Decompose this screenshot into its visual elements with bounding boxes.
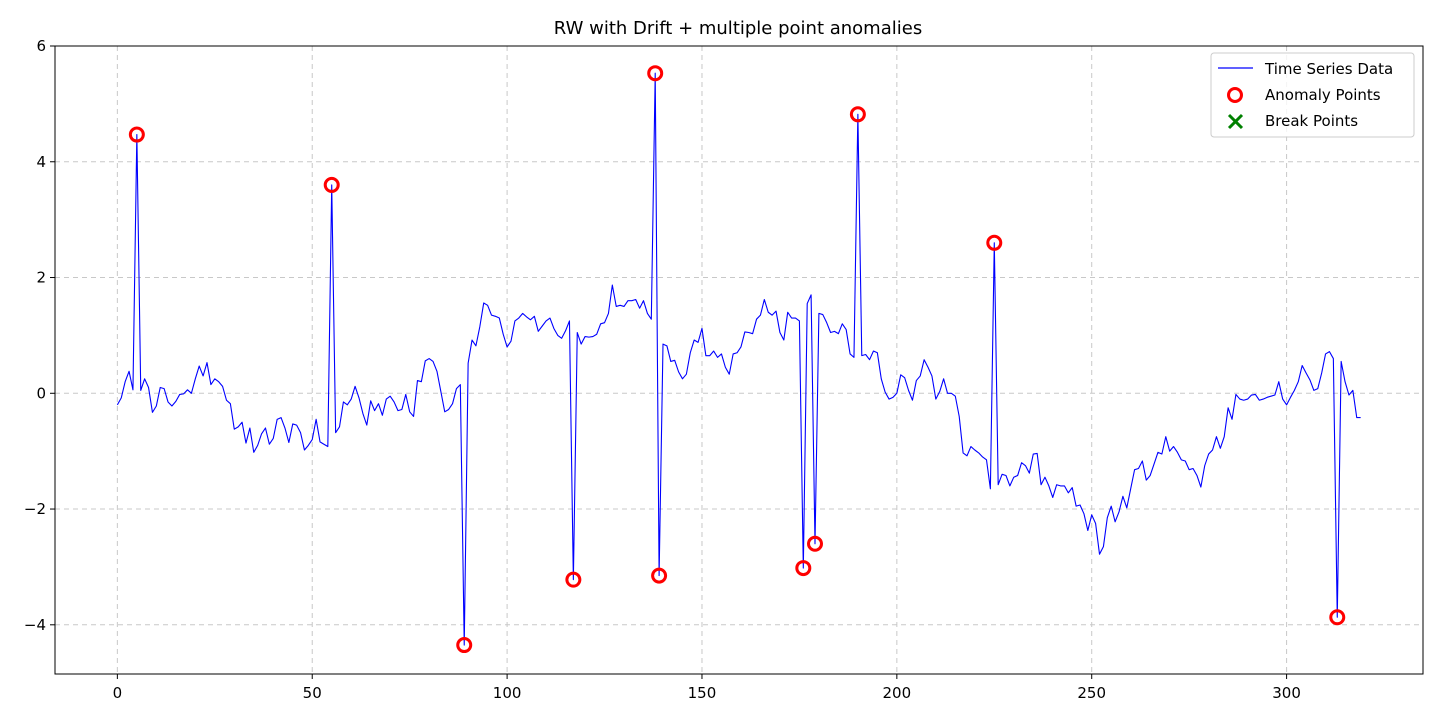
- x-axis: 0 50 100 150 200 250 300: [113, 674, 1301, 702]
- legend: Time Series Data Anomaly Points Break Po…: [1210, 52, 1415, 138]
- x-tick-label: 50: [303, 684, 322, 702]
- x-tick-label: 300: [1272, 684, 1301, 702]
- x-tick-label: 100: [493, 684, 522, 702]
- plot-area: [116, 65, 1361, 654]
- y-tick-label: 4: [36, 153, 46, 171]
- legend-frame: [1210, 52, 1415, 138]
- y-tick-label: 2: [36, 269, 46, 287]
- anomaly-point-marker: [807, 535, 823, 552]
- legend-label-anomaly-points: Anomaly Points: [1265, 86, 1381, 104]
- legend-label-time-series: Time Series Data: [1264, 60, 1393, 78]
- y-tick-label: −2: [24, 500, 46, 518]
- x-tick-label: 250: [1077, 684, 1106, 702]
- x-tick-label: 200: [883, 684, 912, 702]
- anomaly-point-marker: [849, 106, 866, 123]
- anomaly-point-marker: [323, 176, 340, 193]
- chart-title: RW with Drift + multiple point anomalies: [554, 18, 922, 39]
- y-axis: −4 −2 0 2 4 6: [24, 37, 55, 634]
- x-tick-label: 0: [113, 684, 123, 702]
- legend-label-break-points: Break Points: [1265, 112, 1358, 130]
- anomaly-point-marker: [456, 637, 473, 654]
- anomaly-point-marker: [795, 560, 812, 577]
- anomaly-point-marker: [647, 65, 664, 82]
- series-line-time-series: [116, 72, 1361, 646]
- x-tick-label: 150: [688, 684, 717, 702]
- plot-frame: [54, 45, 1424, 675]
- y-tick-label: 0: [36, 384, 46, 402]
- anomaly-point-marker: [128, 126, 145, 143]
- anomaly-point-marker: [986, 234, 1003, 251]
- y-tick-label: 6: [36, 37, 46, 55]
- anomaly-point-marker: [1329, 609, 1346, 626]
- legend-x-swatch: [1227, 113, 1244, 130]
- anomaly-point-marker: [565, 571, 582, 588]
- grid: [55, 46, 1423, 674]
- legend-circle-swatch: [1227, 87, 1243, 103]
- y-tick-label: −4: [24, 616, 46, 634]
- anomaly-point-marker: [651, 567, 668, 584]
